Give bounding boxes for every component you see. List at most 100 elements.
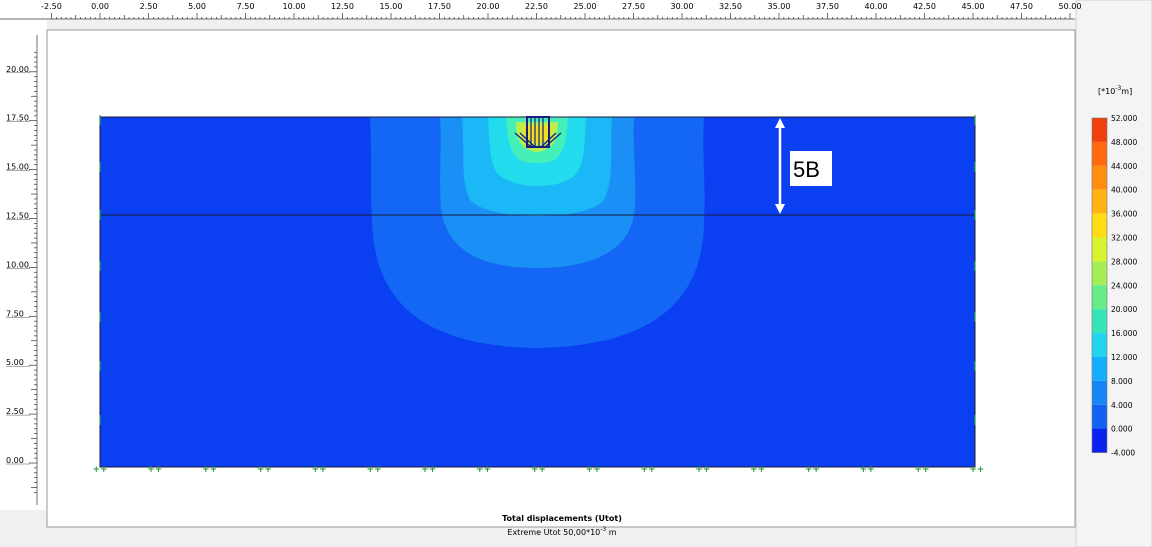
x-ruler-label: 12.50: [331, 2, 354, 11]
legend-swatch: [1092, 118, 1107, 142]
x-ruler-ticks: -2.50 0.00 2.50 5.00 7.50 10.00 12.50 15.00 17.5…: [0, 2, 1082, 20]
caption-subtitle-suffix: m: [606, 528, 617, 537]
arrow-head-bottom: [775, 204, 785, 214]
caption-title: Total displacements (Utot): [502, 514, 622, 523]
x-ruler-label: 22.50: [525, 2, 548, 11]
x-ruler-label: 20.00: [477, 2, 500, 11]
footing: [514, 116, 562, 148]
legend-label: 48.000: [1111, 138, 1137, 147]
x-ruler-label: 32.50: [719, 2, 742, 11]
legend-label: 8.000: [1111, 377, 1133, 386]
x-ruler-label: 25.00: [574, 2, 597, 11]
legend-unit-exp: -3: [1115, 85, 1121, 92]
legend-label: 4.000: [1111, 401, 1133, 410]
fixity-marker: ++: [531, 465, 546, 475]
x-ruler-label: 27.50: [622, 2, 645, 11]
legend-swatch: [1092, 333, 1107, 357]
legend-swatch: [1092, 237, 1107, 262]
color-legend: 52.000 48.000 44.000 40.000 36.000 32.000 28.0…: [1091, 114, 1137, 458]
fixity-marker: ++: [914, 465, 929, 475]
y-ruler-label: 15.00: [6, 163, 29, 172]
x-ruler-label: 45.00: [962, 2, 985, 11]
caption-subtitle-exp: -3: [600, 526, 606, 533]
x-ruler-label: 2.50: [140, 2, 158, 11]
legend-label: 32.000: [1111, 234, 1137, 243]
y-ruler-ticks: 0.00 2.50 5.00 7.50 10.00 12.50 15.00 17.50 20.0…: [6, 35, 38, 505]
legend-swatch: [1092, 428, 1107, 453]
x-ruler-label: 5.00: [188, 2, 206, 11]
x-ruler-label: 7.50: [237, 2, 255, 11]
legend-panel: [1075, 0, 1152, 547]
x-ruler-label: 10.00: [283, 2, 306, 11]
fixity-marker: ++: [969, 465, 984, 475]
fixity-marker: ++: [366, 465, 381, 475]
y-ruler-label: 20.00: [6, 65, 29, 74]
fixity-marker: ++: [257, 465, 272, 475]
legend-label: 44.000: [1111, 162, 1137, 171]
fixity-marker: ++: [860, 465, 875, 475]
x-ruler-label: 42.50: [913, 2, 936, 11]
legend-label: 24.000: [1111, 281, 1137, 290]
legend-swatch: [1092, 285, 1107, 310]
fixity-marker: ++: [476, 465, 491, 475]
fixity-marker: ++: [586, 465, 601, 475]
annotation-text: 5B: [793, 157, 820, 182]
legend-label: 40.000: [1111, 186, 1137, 195]
y-ruler-label: 5.00: [6, 358, 24, 367]
boundary-markers: ++ ++ ++ ++ ++ ++ ++ ++ ++ ++ ++ ++ ++ ++ ++ ++ ++: [92, 115, 984, 475]
x-ruler: [0, 0, 1076, 20]
x-ruler-label: 15.00: [380, 2, 403, 11]
fixity-marker: ++: [695, 465, 710, 475]
legend-label: 0.000: [1111, 425, 1133, 434]
y-ruler: [0, 20, 47, 510]
legend-label: -4.000: [1111, 449, 1135, 458]
fixity-marker: ++: [750, 465, 765, 475]
legend-unit: [*10-3m]: [1098, 85, 1132, 96]
legend-swatch: [1092, 261, 1107, 286]
legend-label: 12.000: [1111, 353, 1137, 362]
x-ruler-label: 17.50: [428, 2, 451, 11]
x-ruler-label: 40.00: [865, 2, 888, 11]
x-ruler-label: 35.00: [768, 2, 791, 11]
x-ruler-label: 30.00: [671, 2, 694, 11]
contour-32-40: [522, 126, 552, 143]
legend-label: 52.000: [1111, 114, 1137, 123]
caption-subtitle-prefix: Extreme Utot 50,00*10: [507, 528, 600, 537]
fixity-marker: ++: [202, 465, 217, 475]
legend-swatch: [1092, 309, 1107, 334]
y-ruler-label: 10.00: [6, 260, 29, 269]
legend-border: [1091, 117, 1108, 453]
legend-unit-suffix: m]: [1121, 87, 1132, 96]
caption-subtitle: Extreme Utot 50,00*10-3 m: [507, 526, 616, 537]
legend-unit-prefix: [*10: [1098, 87, 1115, 96]
legend-swatch: [1092, 141, 1107, 166]
legend-label: 28.000: [1111, 257, 1137, 266]
legend-swatch: [1092, 357, 1107, 381]
mesh-domain: [99, 116, 976, 468]
fixity-marker: ++: [805, 465, 820, 475]
fixity-marker: ++: [640, 465, 655, 475]
y-ruler-label: 17.50: [6, 114, 29, 123]
legend-swatch: [1092, 380, 1107, 405]
arrow-head-top: [775, 118, 785, 128]
x-ruler-label: 47.50: [1010, 2, 1033, 11]
fixity-marker: ++: [312, 465, 327, 475]
fixity-marker: ++: [92, 465, 107, 475]
legend-swatch: [1092, 404, 1107, 429]
legend-label: 20.000: [1111, 305, 1137, 314]
depth-annotation: 5B: [775, 118, 832, 214]
y-ruler-label: 0.00: [6, 456, 24, 465]
x-ruler-label: 37.50: [816, 2, 839, 11]
y-ruler-label: 2.50: [6, 407, 24, 416]
legend-label: 36.000: [1111, 210, 1137, 219]
x-ruler-label: 50.00: [1059, 2, 1082, 11]
x-ruler-label: 0.00: [91, 2, 109, 11]
legend-swatch: [1092, 213, 1107, 238]
fixity-marker: ++: [421, 465, 436, 475]
annotation-box: [790, 151, 832, 186]
legend-swatch: [1092, 165, 1107, 190]
legend-swatch: [1092, 189, 1107, 214]
legend-label: 16.000: [1111, 329, 1137, 338]
